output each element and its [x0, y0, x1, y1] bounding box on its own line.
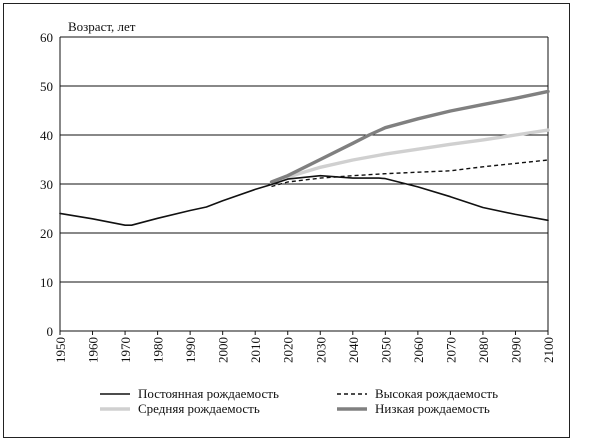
- x-tick-label: 1950: [53, 337, 68, 363]
- series-line-2: [269, 128, 550, 185]
- x-tick-label: 2030: [313, 337, 328, 363]
- y-tick-label: 0: [47, 324, 54, 339]
- series-line-0: [59, 174, 549, 226]
- x-tick-label: 2050: [378, 337, 393, 363]
- y-tick-label: 30: [40, 177, 53, 192]
- x-tick-label: 2010: [248, 337, 263, 363]
- y-tick-labels: 0 10 20 30 40 50 60: [40, 30, 53, 339]
- x-tick-label: 2090: [508, 337, 523, 363]
- y-tick-label: 40: [40, 128, 53, 143]
- legend-label: Средняя рождаемость: [138, 401, 260, 416]
- x-tick-label: 2080: [476, 337, 491, 363]
- axes: [59, 37, 549, 335]
- x-tick-label: 1980: [151, 337, 166, 363]
- y-tick-label: 60: [40, 30, 53, 45]
- y-tick-label: 50: [40, 79, 53, 94]
- legend-label: Постоянная рождаемость: [138, 386, 279, 401]
- series-lines: [59, 89, 550, 226]
- x-tick-label: 2000: [216, 337, 231, 363]
- x-tick-label: 2060: [411, 337, 426, 363]
- legend-label: Низкая рождаемость: [375, 401, 490, 416]
- y-axis-title: Возраст, лет: [68, 19, 136, 34]
- x-tick-label: 1960: [86, 337, 101, 363]
- x-tick-label: 1970: [118, 337, 133, 363]
- series-line-3: [269, 89, 550, 184]
- legend: Постоянная рождаемость Высокая рождаемост…: [100, 386, 498, 416]
- legend-label: Высокая рождаемость: [375, 386, 498, 401]
- x-tick-label: 2100: [541, 337, 556, 363]
- x-tick-label: 2020: [281, 337, 296, 363]
- y-tick-label: 10: [40, 275, 53, 290]
- x-tick-label: 2070: [443, 337, 458, 363]
- y-tick-label: 20: [40, 226, 53, 241]
- x-tick-label: 1990: [183, 337, 198, 363]
- grid-lines: [60, 36, 548, 283]
- x-tick-labels: 1950 1960 1970 1980 1990 2000 2010 2020 2030 2040…: [53, 337, 556, 363]
- x-tick-label: 2040: [346, 337, 361, 363]
